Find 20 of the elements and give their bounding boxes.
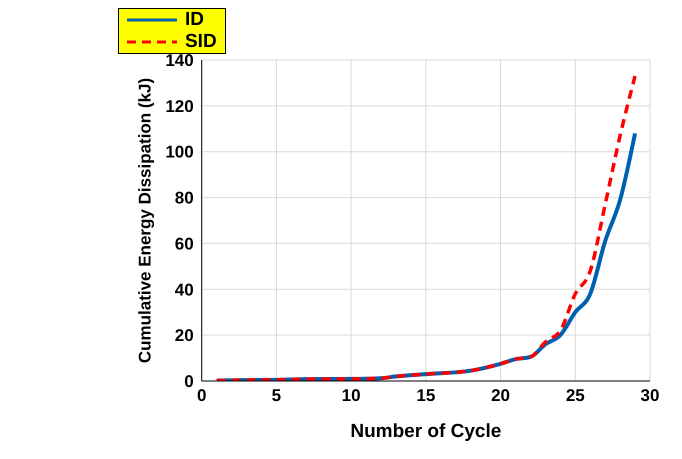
- line-series: [214, 74, 637, 381]
- x-tick-label: 20: [491, 386, 510, 406]
- y-tick-label: 0: [184, 372, 194, 392]
- x-axis-title: Number of Cycle: [350, 421, 502, 442]
- x-tick-label: 10: [342, 386, 361, 406]
- legend-label: ID: [185, 9, 204, 31]
- y-tick-label: 100: [165, 142, 194, 162]
- y-tick-label: 20: [174, 326, 194, 346]
- legend-label: SID: [185, 31, 217, 53]
- x-tick-label: 25: [566, 386, 585, 406]
- x-tick-label: 0: [196, 386, 206, 406]
- y-tick-label: 120: [165, 96, 194, 116]
- y-axis-title: Cumulative Energy Dissipation (kJ): [136, 78, 155, 364]
- x-tick-label: 30: [640, 386, 660, 406]
- y-tick-label: 60: [174, 234, 194, 254]
- x-tick-label: 5: [272, 386, 282, 406]
- y-tick-label: 140: [165, 51, 194, 70]
- y-tick-label: 40: [174, 280, 194, 300]
- y-tick-label: 80: [174, 188, 194, 208]
- x-tick-label: 15: [416, 386, 436, 406]
